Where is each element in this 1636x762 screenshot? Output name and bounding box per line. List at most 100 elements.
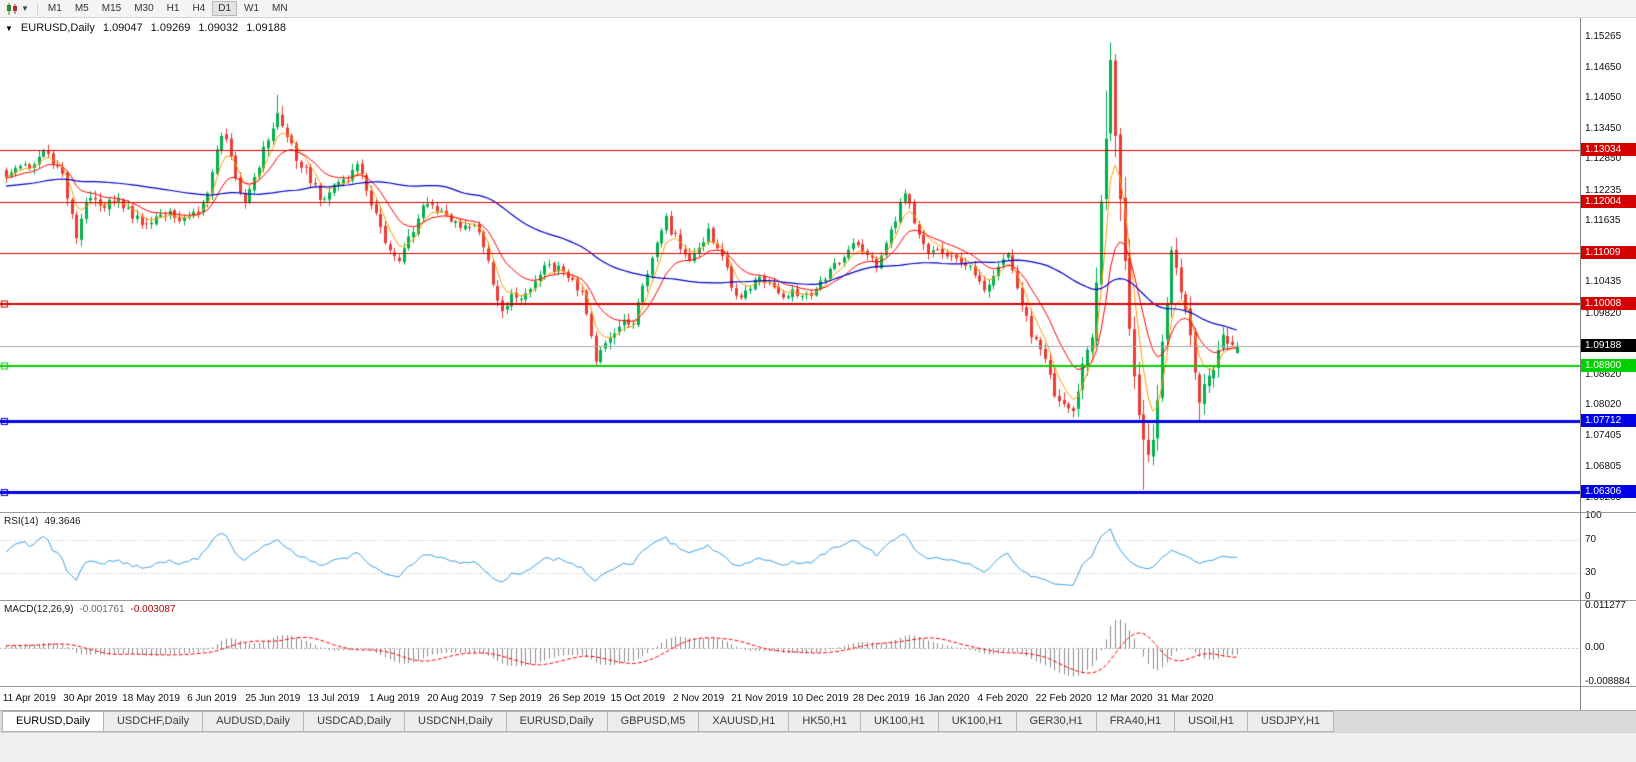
rsi-axis-label: 0 — [1585, 591, 1591, 602]
price-axis-label: 1.12235 — [1585, 184, 1622, 196]
ohlc-arrow-icon[interactable]: ▼ — [5, 23, 13, 33]
macd-label: MACD(12,26,9) -0.001761 -0.003087 — [4, 604, 176, 615]
date-axis-label: 16 Jan 2020 — [914, 693, 970, 704]
date-axis-label: 22 Feb 2020 — [1035, 693, 1092, 704]
ohlc-high: 1.09269 — [150, 22, 191, 34]
timeframe-button-d1[interactable]: D1 — [212, 1, 238, 16]
rsi-axis-label: 70 — [1585, 534, 1597, 546]
ohlc-open: 1.09047 — [102, 22, 143, 34]
date-axis-label: 18 May 2019 — [122, 693, 180, 704]
chart-type-icon[interactable] — [4, 2, 20, 16]
timeframe-button-m30[interactable]: M30 — [128, 1, 159, 16]
date-axis-label: 11 Apr 2019 — [2, 693, 56, 704]
date-axis-label: 26 Sep 2019 — [548, 693, 606, 704]
rsi-label: RSI(14) 49.3646 — [4, 516, 81, 527]
chart-title: ▼ EURUSD,Daily 1.09047 1.09269 1.09032 1… — [5, 22, 286, 34]
rsi-canvas[interactable] — [0, 513, 1580, 600]
date-axis-label: 20 Aug 2019 — [427, 693, 484, 704]
macd-main-value: -0.001761 — [79, 604, 125, 615]
macd-title: MACD(12,26,9) — [4, 604, 74, 615]
chart-tab[interactable]: FRA40,H1 — [1096, 711, 1176, 732]
macd-canvas[interactable] — [0, 601, 1580, 686]
main-chart-canvas[interactable] — [0, 18, 1580, 512]
ohlc-low: 1.09032 — [198, 22, 239, 34]
timeframe-buttons: M1 M5 M15 M30 H1 H4 D1 W1 MN — [42, 1, 294, 16]
date-axis-label: 28 Dec 2019 — [852, 693, 910, 704]
bottom-strip — [0, 732, 1636, 762]
timeframe-button-m15[interactable]: M15 — [96, 1, 127, 16]
chart-tab[interactable]: AUDUSD,Daily — [203, 711, 305, 732]
panel-separator — [1581, 512, 1636, 513]
price-axis-label: 1.08620 — [1585, 368, 1622, 380]
current-price-label: 1.09188 — [1581, 338, 1636, 352]
hline-price-label: 1.10008 — [1581, 297, 1636, 311]
date-axis-label: 6 Jun 2019 — [187, 693, 237, 704]
toolbar-separator — [36, 2, 38, 15]
date-axis-label: 1 Aug 2019 — [369, 693, 420, 704]
panel-separator — [1581, 600, 1636, 601]
chart-tab[interactable]: EURUSD,Daily — [506, 711, 608, 732]
macd-indicator-panel: MACD(12,26,9) -0.001761 -0.003087 — [0, 600, 1580, 686]
price-axis-label: 1.10435 — [1585, 276, 1622, 288]
ohlc-close: 1.09188 — [246, 22, 286, 34]
date-axis-label: 30 Apr 2019 — [63, 693, 118, 704]
date-axis-label: 10 Dec 2019 — [791, 693, 849, 704]
macd-axis-label: -0.008884 — [1585, 675, 1631, 687]
chart-tab[interactable]: XAUUSD,H1 — [699, 711, 790, 732]
timeframe-button-m1[interactable]: M1 — [42, 1, 68, 16]
timeframe-button-m5[interactable]: M5 — [69, 1, 95, 16]
chart-tab[interactable]: USOil,H1 — [1175, 711, 1248, 732]
chart-symbol-label: EURUSD,Daily — [20, 22, 95, 34]
price-axis-label: 1.12850 — [1585, 153, 1622, 165]
chart-tab[interactable]: USDJPY,H1 — [1247, 711, 1335, 732]
chart-type-dropdown-caret[interactable]: ▼ — [21, 4, 29, 13]
hline-price-label: 1.13034 — [1581, 143, 1636, 157]
timeframe-toolbar: ▼ M1 M5 M15 M30 H1 H4 D1 W1 MN — [0, 0, 1636, 18]
chart-tab-bar: EURUSD,Daily USDCHF,Daily AUDUSD,Daily USDC… — [0, 710, 1636, 732]
hline-price-label: 1.12004 — [1581, 195, 1636, 209]
chart-tab[interactable]: USDCHF,Daily — [103, 711, 204, 732]
price-axis-label: 1.07405 — [1585, 430, 1622, 442]
date-axis-label: 12 Mar 2020 — [1096, 693, 1153, 704]
panel-separator — [1581, 686, 1636, 687]
rsi-indicator-panel: RSI(14) 49.3646 — [0, 512, 1580, 600]
chart-region: ▼ EURUSD,Daily 1.09047 1.09269 1.09032 1… — [0, 18, 1636, 710]
price-axis-label: 1.14050 — [1585, 92, 1622, 104]
time-axis[interactable]: 11 Apr 2019 30 Apr 2019 18 May 2019 6 Jun 2… — [0, 686, 1580, 710]
chart-tab[interactable]: EURUSD,Daily — [2, 711, 104, 732]
date-axis-label: 7 Sep 2019 — [490, 693, 542, 704]
date-axis-label: 2 Nov 2019 — [673, 693, 725, 704]
date-axis-label: 25 Jun 2019 — [245, 693, 301, 704]
price-axis[interactable]: 1.15265 1.14650 1.14050 1.13450 1.12850 1.122… — [1580, 18, 1636, 710]
chart-tab[interactable]: UK100,H1 — [938, 711, 1017, 732]
timeframe-button-mn[interactable]: MN — [266, 1, 294, 16]
timeframe-button-h4[interactable]: H4 — [186, 1, 211, 16]
date-axis-label: 21 Nov 2019 — [731, 693, 788, 704]
price-axis-label: 1.14650 — [1585, 61, 1622, 73]
date-axis-label: 4 Feb 2020 — [977, 693, 1029, 704]
price-axis-label: 1.08020 — [1585, 399, 1622, 411]
hline-price-label: 1.07712 — [1581, 413, 1636, 427]
date-axis-label: 13 Jul 2019 — [307, 693, 360, 704]
hline-price-label: 1.11009 — [1581, 246, 1636, 260]
chart-tab[interactable]: GBPUSD,M5 — [607, 711, 700, 732]
price-axis-label: 1.11635 — [1585, 215, 1621, 227]
timeframe-button-h1[interactable]: H1 — [161, 1, 186, 16]
price-chart-panel: ▼ EURUSD,Daily 1.09047 1.09269 1.09032 1… — [0, 18, 1580, 512]
chart-tab[interactable]: GER30,H1 — [1016, 711, 1097, 732]
macd-axis-label: 0.00 — [1585, 642, 1605, 654]
rsi-axis-label: 100 — [1585, 510, 1602, 521]
chart-tab[interactable]: UK100,H1 — [860, 711, 939, 732]
hline-price-label: 1.06306 — [1581, 485, 1636, 499]
chart-tab[interactable]: HK50,H1 — [789, 711, 861, 732]
date-axis-label: 15 Oct 2019 — [610, 693, 666, 704]
hline-price-label: 1.08800 — [1581, 358, 1636, 372]
macd-axis-label: 0.011277 — [1585, 599, 1626, 611]
date-axis-label: 31 Mar 2020 — [1157, 693, 1214, 704]
rsi-value: 49.3646 — [44, 516, 81, 527]
macd-signal-value: -0.003087 — [130, 604, 176, 615]
chart-tab[interactable]: USDCAD,Daily — [304, 711, 406, 732]
timeframe-button-w1[interactable]: W1 — [238, 1, 265, 16]
chart-tab[interactable]: USDCNH,Daily — [405, 711, 507, 732]
